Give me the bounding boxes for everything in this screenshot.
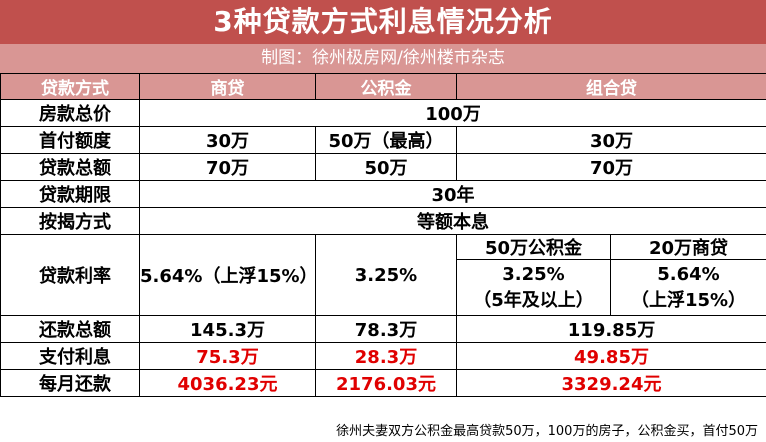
interest-gjj: 28.3万 [315,342,457,370]
row-label: 首付额度 [0,126,140,154]
rate-zuhe-shang-note: （上浮15%） [630,289,747,311]
loan-comparison-table: 贷款方式 商贷 公积金 组合贷 房款总价 100万 首付额度 30万 50万（最… [0,73,766,397]
row-label: 每月还款 [0,369,140,397]
row-label: 支付利息 [0,342,140,370]
header-zuhe: 组合贷 [456,73,766,100]
row-down: 首付额度 30万 50万（最高） 30万 [0,126,766,154]
page-subtitle: 制图：徐州极房网/徐州楼市杂志 [0,44,766,73]
row-label: 贷款利率 [0,234,140,316]
row-repay: 按揭方式 等额本息 [0,207,766,235]
rate-zuhe-shang-value: 5.64% [657,263,720,285]
row-label: 按揭方式 [0,207,140,235]
monthly-shang: 4036.23元 [139,369,316,397]
rate-zuhe-gjj: 50万公积金 3.25% （5年及以上） [456,234,611,316]
page-title: 3种贷款方式利息情况分析 [0,0,766,44]
header-gjj: 公积金 [315,73,457,100]
row-price: 房款总价 100万 [0,99,766,127]
row-label: 房款总价 [0,99,140,127]
monthly-zuhe: 3329.24元 [456,369,766,397]
row-label: 贷款总额 [0,153,140,181]
header-row: 贷款方式 商贷 公积金 组合贷 [0,73,766,100]
down-gjj: 50万（最高） [315,126,457,154]
loan-shang: 70万 [139,153,316,181]
loan-gjj: 50万 [315,153,457,181]
down-zuhe: 30万 [456,126,766,154]
row-label: 贷款期限 [0,180,140,208]
interest-zuhe: 49.85万 [456,342,766,370]
rate-gjj: 3.25% [315,234,457,316]
row-rate: 贷款利率 5.64%（上浮15%） 3.25% 50万公积金 3.25% （5年… [0,234,766,316]
interest-shang: 75.3万 [139,342,316,370]
rate-zuhe-gjj-head: 50万公积金 [457,236,610,260]
down-shang: 30万 [139,126,316,154]
rate-zuhe-shang: 20万商贷 5.64% （上浮15%） [610,234,766,316]
total-gjj: 78.3万 [315,315,457,343]
row-term: 贷款期限 30年 [0,180,766,208]
total-shang: 145.3万 [139,315,316,343]
rate-zuhe-gjj-note: （5年及以上） [473,289,594,311]
rate-zuhe-shang-body: 5.64% （上浮15%） [612,260,766,315]
rate-zuhe-shang-head: 20万商贷 [611,236,766,260]
header-shang: 商贷 [139,73,316,100]
monthly-gjj: 2176.03元 [315,369,457,397]
repay-value: 等额本息 [139,207,766,235]
price-value: 100万 [139,99,766,127]
row-interest: 支付利息 75.3万 28.3万 49.85万 [0,342,766,370]
row-label: 还款总额 [0,315,140,343]
term-value: 30年 [139,180,766,208]
total-zuhe: 119.85万 [456,315,766,343]
row-total: 还款总额 145.3万 78.3万 119.85万 [0,315,766,343]
rate-shang: 5.64%（上浮15%） [139,234,316,316]
rate-zuhe-gjj-value: 3.25% [502,263,565,285]
rate-zuhe-gjj-body: 3.25% （5年及以上） [458,260,610,315]
row-monthly: 每月还款 4036.23元 2176.03元 3329.24元 [0,369,766,397]
header-method: 贷款方式 [0,73,140,100]
loan-zuhe: 70万 [456,153,766,181]
row-loan: 贷款总额 70万 50万 70万 [0,153,766,181]
footnote: 徐州夫妻双方公积金最高贷款50万，100万的房子，公积金买，首付50万 [336,424,758,439]
